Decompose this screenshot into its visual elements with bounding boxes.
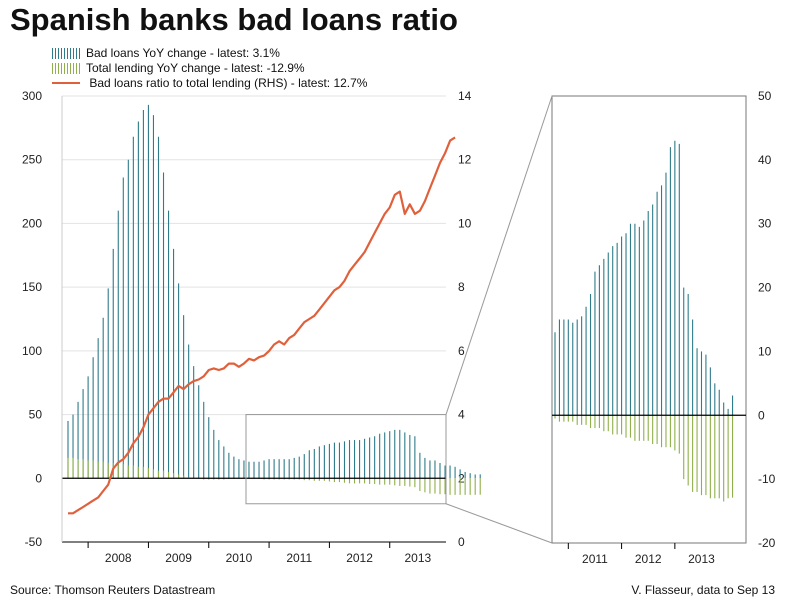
right-axis-tick-label: 12: [458, 153, 472, 167]
x-axis-tick-label: 2008: [105, 551, 132, 565]
right-axis-tick-label: 4: [458, 408, 465, 422]
zoom-axis-tick-label: 20: [758, 281, 772, 295]
left-axis-tick-label: 150: [22, 280, 42, 294]
zoom-x-axis-tick-label: 2013: [688, 552, 715, 566]
legend-item-ratio: Bad loans ratio to total lending (RHS) -…: [52, 76, 367, 90]
zoom-axis-tick-label: 40: [758, 153, 772, 167]
legend-bars-swatch-icon: [52, 63, 80, 75]
ratio-line: [68, 136, 456, 515]
zoom-x-axis-tick-label: 2012: [635, 552, 662, 566]
chart-title: Spanish banks bad loans ratio: [10, 2, 458, 37]
legend-label-bad-loans: Bad loans YoY change - latest: 3.1%: [86, 46, 280, 60]
left-axis-tick-label: -50: [25, 535, 43, 549]
zoom-axis-tick-label: -20: [758, 536, 776, 550]
zoom-axis-tick-label: 10: [758, 344, 772, 358]
right-axis-tick-label: 14: [458, 89, 472, 103]
x-axis-tick-label: 2013: [405, 551, 432, 565]
zoom-axis-tick-label: 0: [758, 408, 765, 422]
zoom-axis-tick-label: 30: [758, 217, 772, 231]
x-axis-tick-label: 2009: [165, 551, 192, 565]
right-axis-tick-label: 2: [458, 471, 465, 485]
zoom-connector-line: [445, 95, 553, 415]
zoom-panel-frame: [551, 95, 747, 544]
credit-note: V. Flasseur, data to Sep 13: [631, 583, 775, 597]
left-axis-tick-label: 0: [35, 471, 42, 485]
zoom-region-box: [245, 414, 447, 505]
x-axis-tick-label: 2010: [226, 551, 253, 565]
left-axis-tick-label: 300: [22, 89, 42, 103]
legend-label-ratio: Bad loans ratio to total lending (RHS) -…: [86, 76, 368, 90]
zoom-axis-tick-label: -10: [758, 472, 776, 486]
legend-item-bad-loans: Bad loans YoY change - latest: 3.1%: [52, 46, 280, 60]
legend-label-lending: Total lending YoY change - latest: -12.9…: [86, 61, 305, 75]
left-axis-tick-label: 200: [22, 216, 42, 230]
right-axis-tick-label: 8: [458, 280, 465, 294]
right-axis-tick-label: 10: [458, 216, 472, 230]
legend-item-lending: Total lending YoY change - latest: -12.9…: [52, 61, 305, 75]
left-axis-tick-label: 100: [22, 344, 42, 358]
right-axis-tick-label: 6: [458, 344, 465, 358]
zoom-connector-line: [445, 503, 553, 544]
left-axis-tick-label: 250: [22, 153, 42, 167]
left-axis-tick-label: 50: [29, 408, 43, 422]
x-axis-tick-label: 2011: [286, 551, 312, 565]
right-axis-tick-label: 0: [458, 535, 465, 549]
source-note: Source: Thomson Reuters Datastream: [10, 583, 216, 597]
x-axis-tick-label: 2012: [346, 551, 373, 565]
legend-bars-swatch-icon: [52, 48, 80, 60]
zoom-x-axis-tick-label: 2011: [582, 552, 608, 566]
zoom-axis-tick-label: 50: [758, 89, 772, 103]
legend-line-swatch-icon: [52, 82, 80, 85]
